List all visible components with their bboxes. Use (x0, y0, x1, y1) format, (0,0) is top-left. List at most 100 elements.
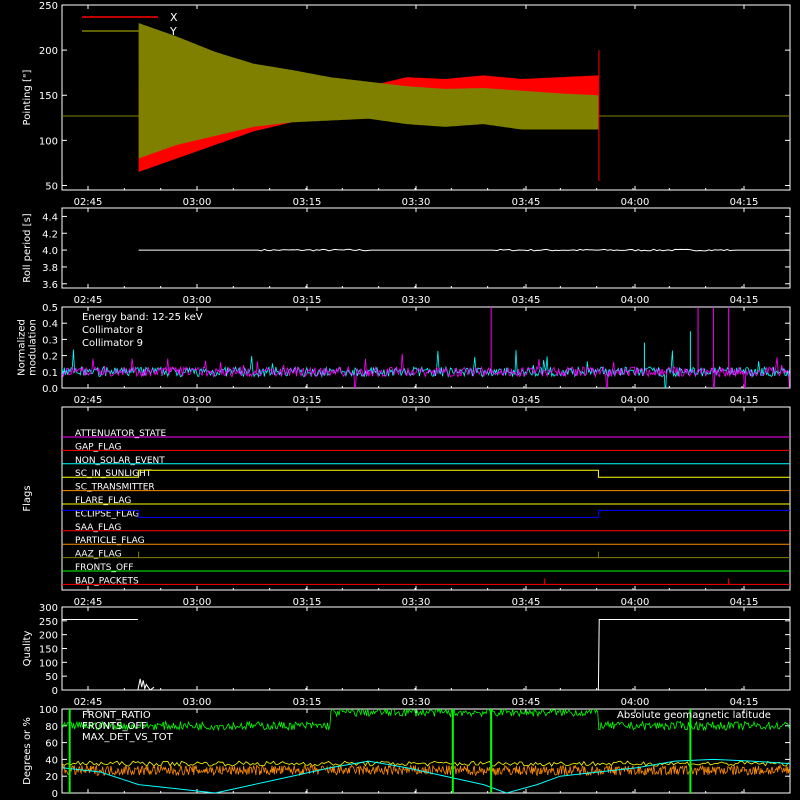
panel-3: 02:45 03:00 03:15 03:30 03:45 04:00 04:15 Norma… (17, 303, 791, 406)
x-tick-label: 03:30 (402, 597, 431, 608)
panel-4: 02:45 03:00 03:15 03:30 03:45 04:00 04:15 Flags… (22, 406, 791, 608)
x-tick-label: 03:00 (183, 697, 212, 708)
x-tick-label: 03:45 (512, 597, 541, 608)
legend-label: MAX_DET_VS_TOT (82, 732, 174, 743)
legend-label: FRONTS_OFF (82, 721, 147, 732)
x-tick-label: 03:45 (512, 197, 541, 208)
series-max-det-vs-tot (62, 763, 790, 777)
y-tick-label: 100 (39, 136, 58, 147)
series-front-ratio (62, 709, 790, 732)
x-tick-label: 02:45 (74, 697, 103, 708)
panel-1: 02:45 03:00 03:15 03:30 03:45 04:00 04:15 Point… (22, 1, 791, 208)
legend-label: FRONT_RATIO (82, 710, 151, 721)
series-yellow (62, 760, 789, 767)
y-tick-label: 250 (39, 617, 58, 628)
flag-label: PARTICLE_FLAG (75, 536, 145, 546)
flag-label: SC_TRANSMITTER (75, 483, 155, 493)
flag-line (62, 509, 790, 518)
y-axis-label: Pointing ["] (22, 69, 33, 125)
y-tick-label: 150 (39, 645, 58, 656)
geomagnetic-latitude-label: Absolute geomagnetic latitude (617, 710, 771, 721)
x-tick-label: 04:15 (730, 197, 759, 208)
x-tick-label: 03:45 (512, 697, 541, 708)
x-tick-label: 03:30 (402, 697, 431, 708)
x-tick-label: 03:15 (293, 295, 322, 306)
degrees-data (62, 709, 790, 793)
x-tick-label: 04:15 (730, 597, 759, 608)
x-tick-label: 03:15 (293, 697, 322, 708)
x-tick-label: 03:30 (402, 295, 431, 306)
y-tick-label: 0.1 (42, 368, 58, 379)
y-tick-label: 250 (39, 1, 58, 12)
y-tick-label: 0.3 (42, 335, 58, 346)
y-tick-label: 100 (39, 705, 58, 716)
y-tick-label: 0.4 (42, 319, 58, 330)
x-tick-label: 04:15 (730, 395, 759, 406)
y-axis-label: Flags (22, 485, 33, 511)
flag-label: ATTENUATOR_STATE (75, 429, 167, 439)
y-tick-label: 4.2 (42, 229, 58, 240)
y-tick-label: 20 (45, 772, 58, 783)
flag-label: AAZ_FLAG (75, 550, 122, 560)
modulation-data (62, 307, 790, 388)
flag-label: GAP_FLAG (75, 442, 121, 452)
y-axis-label: modulation (28, 319, 39, 376)
series-geomagnetic-latitude (62, 758, 790, 793)
energy-band-label: Energy band: 12-25 keV (82, 312, 203, 323)
y-tick-label: 50 (45, 181, 58, 192)
y-tick-label: 50 (45, 672, 58, 683)
y-axis-label: Normalized (17, 319, 28, 376)
x-tick-label: 04:00 (621, 697, 650, 708)
plot-frame (61, 406, 791, 591)
panel-2: 02:45 03:00 03:15 03:30 03:45 04:00 04:15 Roll … (22, 207, 791, 306)
flag-label: ECLIPSE_FLAG (75, 509, 139, 519)
y-tick-label: 3.6 (42, 280, 58, 291)
quality-line (597, 619, 790, 691)
x-tick-label: 03:00 (183, 295, 212, 306)
y-axis-label: Roll period [s] (22, 213, 33, 282)
plot-frame (61, 708, 791, 794)
flag-label: NON_SOLAR_EVENT (75, 456, 165, 466)
y-axis-label: Quality (22, 631, 33, 667)
panel-5: 02:45 03:00 03:15 03:30 03:45 04:00 04:15 Quali… (22, 603, 791, 708)
y-tick-label: 300 (39, 603, 58, 614)
panel-6: 02:4503:0003:1503:3003:4504:0004:15Degre… (22, 705, 791, 800)
x-tick-label: 03:30 (402, 197, 431, 208)
x-tick-label: 03:45 (512, 395, 541, 406)
x-tick-label: 03:15 (293, 597, 322, 608)
x-tick-label: 03:30 (402, 395, 431, 406)
x-tick-label: 04:00 (621, 295, 650, 306)
flag-line (62, 469, 790, 478)
flag-label: SC_IN_SUNLIGHT (75, 469, 152, 479)
y-tick-label: 60 (45, 739, 58, 750)
series-collimator-9 (62, 353, 790, 388)
quality-line (137, 678, 155, 691)
y-tick-label: 0 (52, 789, 58, 800)
x-tick-label: 02:45 (74, 395, 103, 406)
y-tick-label: 80 (45, 722, 58, 733)
y-tick-label: 0.2 (42, 352, 58, 363)
legend-label: Y (169, 25, 177, 38)
flag-label: FLARE_FLAG (75, 496, 131, 506)
x-tick-label: 03:15 (293, 395, 322, 406)
y-tick-label: 0.0 (42, 384, 58, 395)
y-tick-label: 3.8 (42, 263, 58, 274)
roll-period-line (138, 248, 789, 252)
y-tick-label: 200 (39, 46, 58, 57)
x-tick-label: 04:15 (730, 697, 759, 708)
x-tick-label: 03:00 (183, 395, 212, 406)
x-tick-label: 03:00 (183, 197, 212, 208)
x-tick-label: 03:45 (512, 295, 541, 306)
y-tick-label: 40 (45, 755, 58, 766)
y-tick-label: 0 (52, 686, 58, 697)
plot-frame (61, 207, 791, 289)
x-tick-label: 04:00 (621, 597, 650, 608)
y-axis-label: Degrees or % (22, 717, 33, 785)
x-tick-label: 04:00 (621, 197, 650, 208)
y-tick-label: 4.0 (42, 246, 58, 257)
flag-label: BAD_PACKETS (75, 576, 139, 586)
plot-frame (61, 306, 791, 389)
y-tick-label: 0.5 (42, 303, 58, 314)
y-tick-label: 150 (39, 91, 58, 102)
